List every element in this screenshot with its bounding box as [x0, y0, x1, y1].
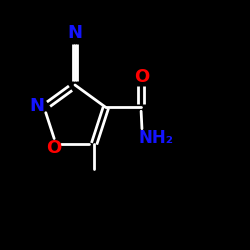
Text: N: N	[29, 97, 44, 115]
Text: N: N	[68, 24, 82, 42]
Text: O: O	[134, 68, 150, 86]
Text: NH₂: NH₂	[138, 129, 173, 147]
Text: O: O	[46, 138, 61, 156]
